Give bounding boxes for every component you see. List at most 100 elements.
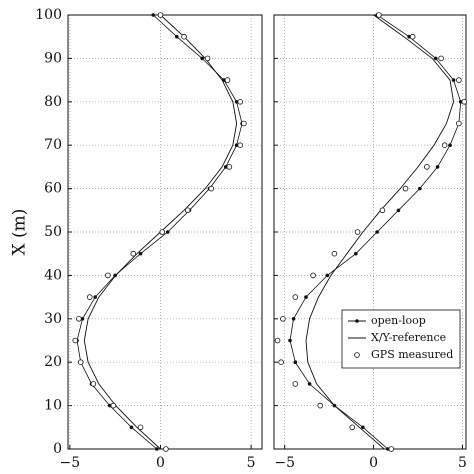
legend-label: open-loop xyxy=(371,314,426,327)
point xyxy=(110,402,117,409)
y-tick-label: 90 xyxy=(44,50,62,66)
point xyxy=(280,315,286,322)
point xyxy=(402,185,409,192)
point xyxy=(456,77,462,83)
point xyxy=(458,100,463,104)
point xyxy=(241,120,247,127)
y-tick-label: 70 xyxy=(44,137,62,153)
point xyxy=(353,251,358,256)
point xyxy=(237,99,244,105)
y-tick-label: 60 xyxy=(44,181,62,197)
point xyxy=(86,294,93,300)
point xyxy=(388,446,395,452)
y-tick-label: 30 xyxy=(44,311,62,327)
point xyxy=(72,337,79,344)
legend-box xyxy=(341,309,461,369)
y-tick-label: 0 xyxy=(53,441,62,457)
point xyxy=(317,402,324,409)
x-tick-label: 5 xyxy=(458,455,467,471)
point xyxy=(448,143,452,147)
point xyxy=(361,425,365,430)
x-tick-label: 5 xyxy=(247,455,256,471)
point xyxy=(157,12,164,18)
x-tick-label: −5 xyxy=(59,455,80,471)
point xyxy=(407,34,411,39)
point xyxy=(456,120,462,127)
point xyxy=(396,208,401,213)
point xyxy=(375,230,379,234)
point xyxy=(385,447,390,451)
point xyxy=(424,164,430,170)
point xyxy=(291,317,296,321)
point xyxy=(204,55,211,62)
point xyxy=(90,381,97,387)
point xyxy=(129,425,134,430)
series-line xyxy=(305,14,455,450)
point xyxy=(137,424,144,431)
point xyxy=(417,186,422,191)
point xyxy=(105,272,111,279)
point xyxy=(288,338,292,343)
point xyxy=(174,34,179,39)
point xyxy=(234,143,239,147)
point xyxy=(331,250,338,257)
y-axis-label: X (m) xyxy=(10,209,30,256)
y-tick-label: 10 xyxy=(44,398,62,414)
point xyxy=(376,12,382,18)
point xyxy=(451,78,456,82)
y-tick-label: 80 xyxy=(44,94,62,110)
x-tick-label: −5 xyxy=(274,455,295,471)
point xyxy=(234,100,239,104)
point xyxy=(151,13,156,17)
point xyxy=(130,250,137,257)
point xyxy=(461,99,468,105)
point xyxy=(274,337,281,344)
legend-marker xyxy=(355,319,359,323)
y-tick-label: 100 xyxy=(35,7,62,23)
point xyxy=(237,142,244,149)
point xyxy=(409,33,416,40)
legend-marker xyxy=(354,352,360,358)
point xyxy=(293,360,298,365)
point xyxy=(165,230,170,234)
legend: open-loop X/Y-reference GPS measured xyxy=(341,309,461,369)
point xyxy=(325,273,330,278)
point xyxy=(93,295,97,299)
legend-label: X/Y-reference xyxy=(371,331,446,344)
legend-label: GPS measured xyxy=(371,348,453,361)
y-tick-label: 40 xyxy=(44,267,62,283)
plot: −5 0 5 xyxy=(273,12,468,471)
point xyxy=(354,229,361,235)
point xyxy=(155,447,159,451)
point xyxy=(223,165,228,169)
point xyxy=(435,165,440,169)
point xyxy=(163,446,169,452)
point xyxy=(438,55,444,62)
plot-frame xyxy=(273,14,467,450)
point xyxy=(76,315,82,322)
point xyxy=(304,295,308,299)
point xyxy=(307,382,312,386)
point xyxy=(208,185,215,192)
point xyxy=(77,359,84,366)
point xyxy=(107,403,112,408)
point xyxy=(138,251,143,256)
point xyxy=(433,56,438,61)
point xyxy=(224,77,231,83)
point xyxy=(200,56,204,61)
point xyxy=(80,317,85,321)
y-tick-label: 50 xyxy=(44,224,62,240)
y-tick-label: 20 xyxy=(44,354,62,370)
x-tick-label: 0 xyxy=(156,455,165,471)
point xyxy=(379,207,386,214)
point xyxy=(278,359,284,366)
point xyxy=(184,207,191,214)
x-tick-label: 0 xyxy=(369,455,378,471)
point xyxy=(441,142,448,149)
point xyxy=(292,294,299,300)
point xyxy=(310,272,316,279)
point xyxy=(181,33,187,40)
point xyxy=(226,164,233,170)
